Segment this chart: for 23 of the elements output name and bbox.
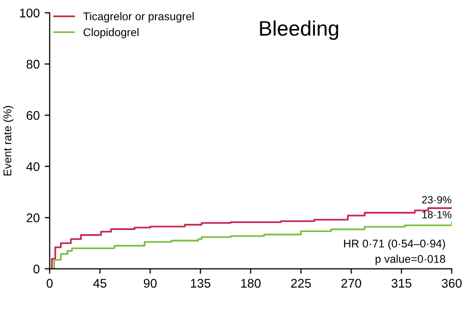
annotation: HR 0·71 (0·54–0·94) [344,239,446,250]
annotation: 23·9% [422,196,452,204]
y-tick-label: 20 [26,213,40,222]
y-tick-label: 0 [33,264,40,274]
chart-title: Bleeding [260,20,338,40]
y-tick-label: 100 [20,8,40,18]
x-tick-label: 180 [241,278,261,288]
x-tick-label: 360 [442,278,462,288]
y-tick-label: 80 [26,60,40,69]
x-tick-label: 0 [46,278,53,288]
y-axis-title: Event rate (%) [3,106,14,176]
y-tick-label: 60 [26,111,40,120]
legend-label: Ticagrelor or prasugrel [83,12,194,22]
legend-label: Clopidogrel [84,28,138,38]
x-tick-label: 225 [291,278,311,288]
x-tick-label: 45 [93,278,106,288]
x-tick-label: 270 [341,278,362,288]
x-tick-label: 90 [144,278,157,288]
x-tick-label: 315 [392,278,412,288]
annotation: 18·1% [422,210,452,218]
y-tick-label: 40 [26,162,40,172]
annotation: p value=0·018 [376,254,446,266]
x-tick-label: 135 [190,278,210,288]
